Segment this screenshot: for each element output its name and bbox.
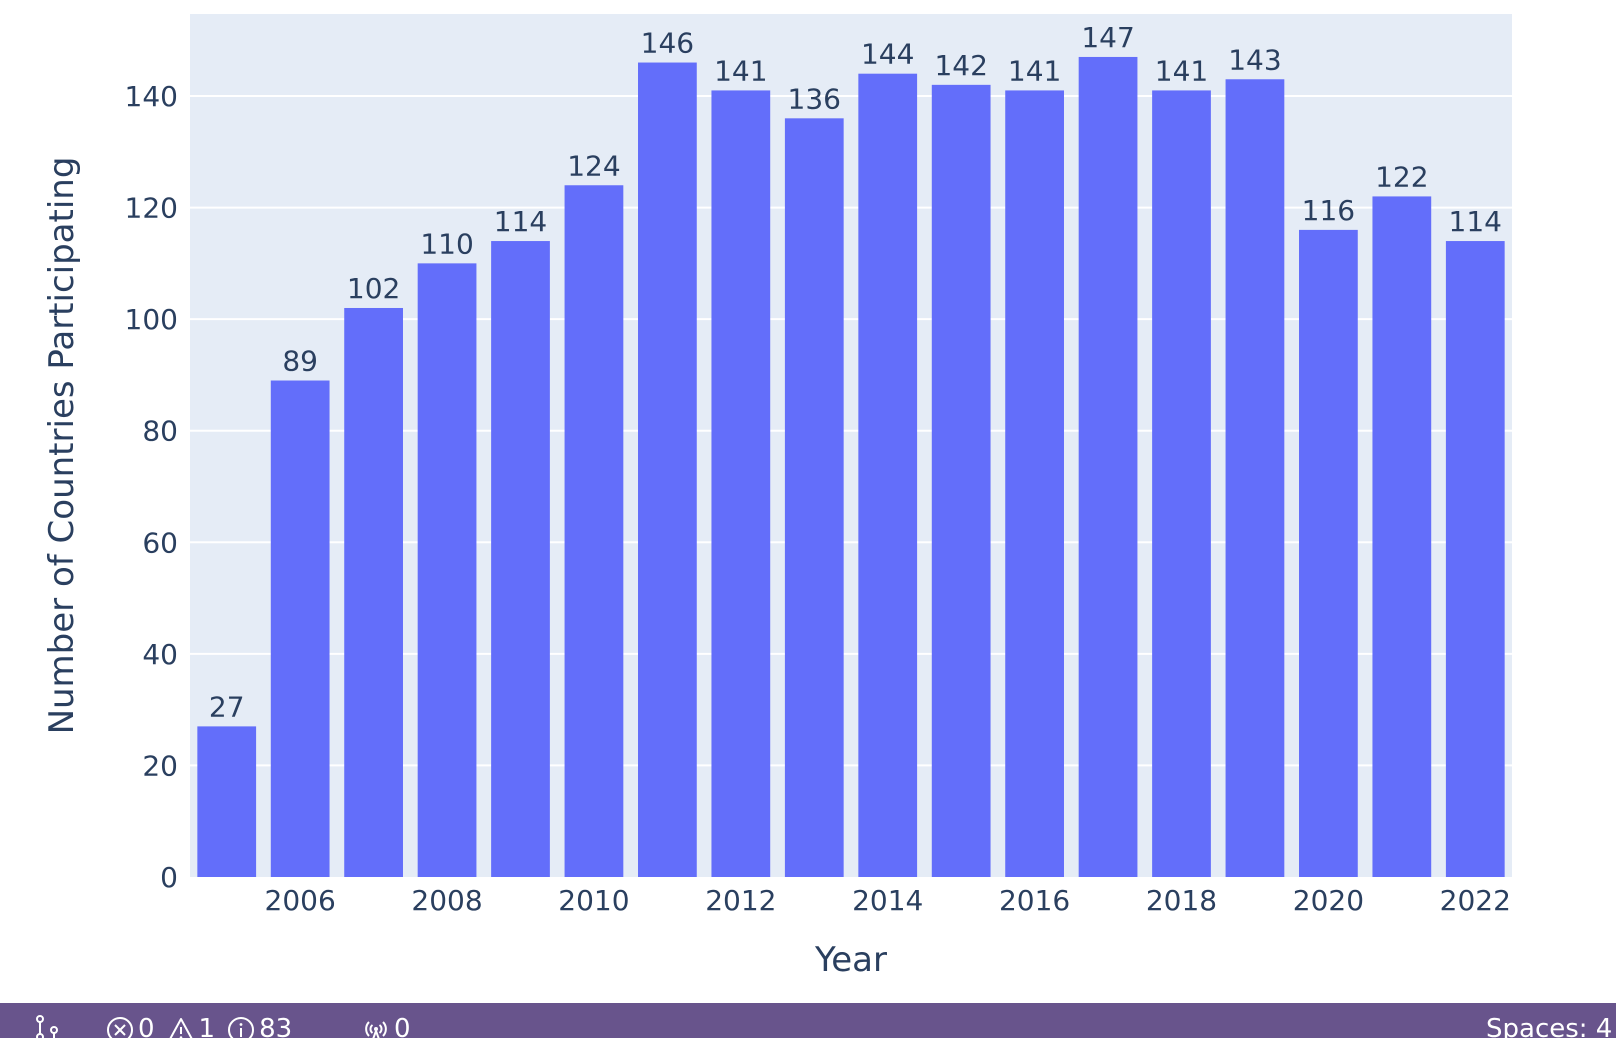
problems-item[interactable]: 0 1 83 [106,1014,304,1038]
x-tick-label: 2012 [705,884,776,917]
y-axis-ticks: 0 20 40 60 80 100 120 140 [125,80,178,894]
bar-2016 [1005,90,1064,878]
warning-icon [167,1016,193,1038]
x-tick-label: 2020 [1293,884,1364,917]
x-axis-title: Year [814,940,887,980]
data-label-2022: 114 [1449,205,1502,238]
data-label-2009: 114 [494,205,547,238]
bar-2007 [344,307,403,877]
bar-2010 [564,185,624,877]
data-label-2021: 122 [1375,160,1428,193]
data-label-2020: 116 [1302,194,1355,227]
source-control-icon [34,1014,60,1038]
y-tick-label: 80 [142,415,178,448]
bar-2012 [711,90,771,878]
data-label-2014: 144 [861,38,914,71]
bar-2020 [1299,229,1358,877]
data-labels: 27 89 102 110 114 124 146 141 136 144 142 141 147 141… [209,21,1502,723]
bar-2022 [1445,241,1505,878]
source-control-item[interactable] [34,1014,66,1038]
x-tick-label: 2016 [999,884,1070,917]
data-label-2015: 142 [934,49,987,82]
bar-2019 [1225,79,1285,877]
indentation-status[interactable]: Spaces: 4 [1486,1014,1612,1038]
bars [197,56,1505,878]
y-axis-title: Number of Countries Participating [42,157,82,735]
bar-chart: 27 89 102 110 114 124 146 141 136 144 142 141 147 141… [42,14,1512,980]
data-label-2019: 143 [1228,43,1281,76]
gridlines [190,95,1512,767]
error-count: 0 [138,1014,155,1038]
bar-2008 [417,263,477,877]
ports-count: 0 [394,1014,411,1038]
x-tick-label: 2022 [1440,884,1511,917]
data-label-2007: 102 [347,272,400,305]
bar-2014 [858,73,918,877]
bar-2011 [638,62,697,878]
bar-2021 [1372,196,1432,878]
y-tick-label: 120 [125,192,178,225]
error-icon [106,1016,133,1038]
x-tick-label: 2008 [411,884,482,917]
x-tick-label: 2014 [852,884,923,917]
x-tick-label: 2018 [1146,884,1217,917]
x-axis-ticks: 2006 2008 2010 2012 2014 2016 2018 2020 2022 [265,884,1511,917]
bar-2005 [197,726,257,877]
bar-2013 [784,118,844,878]
data-label-2017: 147 [1081,21,1134,54]
status-bar: 0 1 83 [0,1003,1616,1038]
bar-2018 [1152,90,1211,878]
x-tick-label: 2006 [265,884,336,917]
bar-2017 [1078,56,1138,877]
bar-2006 [270,380,330,877]
bar-2015 [931,84,991,877]
y-tick-label: 40 [142,638,178,671]
data-label-2013: 136 [788,82,841,115]
data-label-2011: 146 [641,27,694,60]
bar-2009 [491,241,550,878]
data-label-2012: 141 [714,54,767,87]
warning-count: 1 [198,1014,216,1038]
data-label-2016: 141 [1008,54,1061,87]
broadcast-icon [362,1016,388,1038]
y-tick-label: 0 [160,861,178,894]
plot-background [190,14,1512,877]
info-icon [227,1016,255,1038]
y-tick-label: 60 [142,526,178,559]
data-label-2006: 89 [282,345,318,378]
x-tick-label: 2010 [558,884,629,917]
data-label-2008: 110 [420,227,473,260]
y-tick-label: 20 [142,749,178,782]
chart-svg: 27 89 102 110 114 124 146 141 136 144 142 141 147 141… [42,14,1512,980]
info-count: 83 [259,1014,293,1038]
data-label-2005: 27 [209,690,245,723]
y-tick-label: 140 [125,80,178,113]
data-label-2010: 124 [567,149,620,182]
data-label-2018: 141 [1155,54,1208,87]
indentation-label: Spaces: 4 [1486,1014,1613,1038]
y-tick-label: 100 [125,303,178,336]
ports-item[interactable]: 0 [362,1014,423,1038]
